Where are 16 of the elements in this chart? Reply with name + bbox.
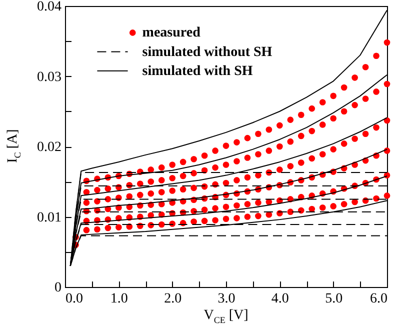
x-tick-label: 1.0 bbox=[110, 292, 128, 306]
y-tick-label: 0.02 bbox=[37, 140, 62, 155]
x-tick-label: 5.0 bbox=[325, 292, 343, 306]
y-tick-label: 0.04 bbox=[37, 0, 62, 14]
legend-label: simulated with SH bbox=[142, 64, 253, 79]
y-tick-label: 0.03 bbox=[37, 70, 62, 85]
x-tick-label: 6.0 bbox=[370, 292, 388, 306]
legend-label: measured bbox=[142, 26, 201, 41]
y-tick-label: 0 bbox=[54, 280, 62, 296]
x-tick-label: 0.0 bbox=[66, 292, 83, 306]
y-tick-label: 0.01 bbox=[37, 210, 62, 226]
x-tick-label: 3.0 bbox=[218, 292, 236, 306]
legend-label: simulated without SH bbox=[142, 44, 272, 60]
x-tick-label: 4.0 bbox=[271, 292, 289, 306]
x-axis-title: V$_{CE}$ [V] bbox=[204, 308, 248, 325]
x-tick-label: 2.0 bbox=[164, 292, 182, 306]
